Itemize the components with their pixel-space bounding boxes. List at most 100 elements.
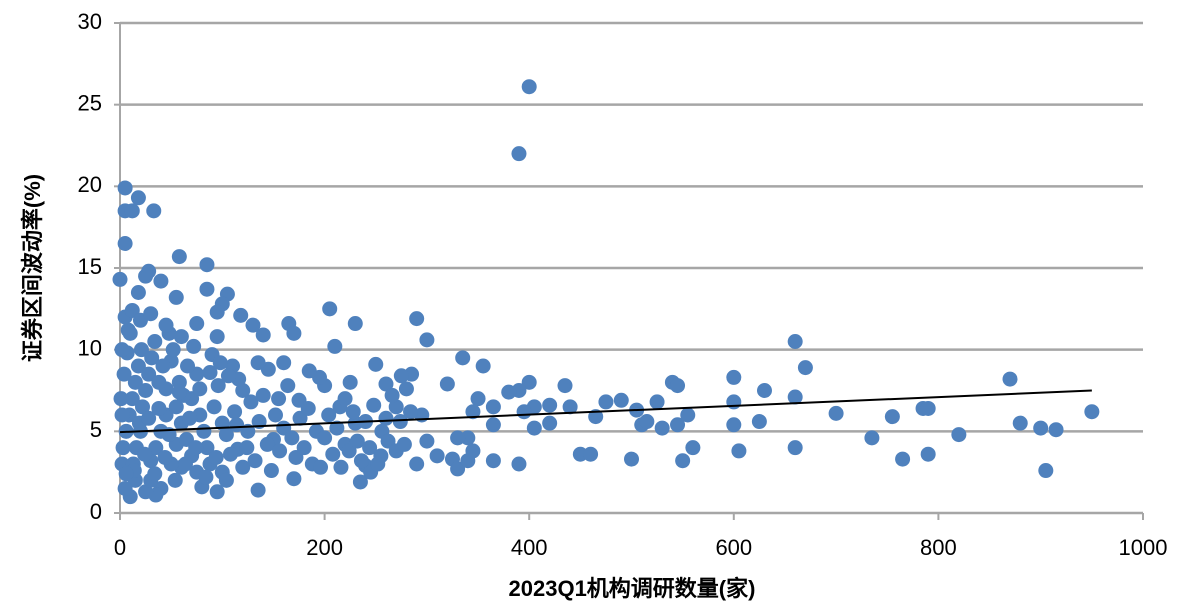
point bbox=[245, 317, 261, 333]
x-tick-label: 600 bbox=[715, 535, 752, 560]
point bbox=[141, 410, 157, 426]
point bbox=[130, 285, 146, 300]
point bbox=[526, 420, 542, 436]
point bbox=[272, 443, 288, 459]
point bbox=[393, 368, 409, 384]
point bbox=[726, 417, 742, 433]
point bbox=[124, 391, 140, 407]
point bbox=[144, 350, 160, 366]
point bbox=[286, 325, 302, 341]
point bbox=[398, 381, 414, 397]
point bbox=[337, 391, 353, 407]
point bbox=[864, 430, 880, 446]
point bbox=[165, 342, 181, 358]
point bbox=[209, 484, 225, 500]
point bbox=[286, 471, 302, 487]
point bbox=[300, 400, 316, 416]
y-tick-label: 0 bbox=[90, 499, 102, 524]
point bbox=[501, 384, 517, 400]
point bbox=[186, 338, 202, 354]
point bbox=[362, 440, 378, 456]
point bbox=[199, 257, 215, 273]
point bbox=[787, 334, 803, 349]
x-tick-label: 400 bbox=[511, 535, 548, 560]
point bbox=[115, 440, 131, 456]
point bbox=[168, 399, 184, 415]
point bbox=[250, 355, 266, 371]
point bbox=[349, 433, 365, 449]
point bbox=[301, 363, 317, 379]
point bbox=[239, 440, 255, 456]
point bbox=[542, 397, 558, 413]
point bbox=[276, 355, 292, 371]
point bbox=[280, 378, 296, 394]
point bbox=[1048, 422, 1064, 438]
point bbox=[271, 391, 287, 407]
point bbox=[235, 383, 251, 398]
point bbox=[542, 415, 558, 431]
point bbox=[1084, 404, 1100, 420]
point bbox=[227, 404, 243, 420]
point bbox=[137, 446, 153, 462]
point bbox=[267, 407, 283, 423]
point bbox=[218, 427, 234, 443]
point bbox=[130, 190, 146, 206]
point bbox=[352, 474, 368, 490]
point bbox=[378, 410, 394, 426]
point bbox=[168, 289, 184, 305]
point bbox=[680, 407, 696, 423]
point bbox=[155, 358, 171, 374]
point bbox=[403, 404, 419, 420]
point bbox=[649, 394, 665, 410]
point bbox=[329, 420, 345, 436]
point bbox=[124, 302, 140, 318]
point bbox=[562, 399, 578, 415]
point bbox=[235, 459, 251, 475]
point bbox=[146, 203, 162, 219]
point bbox=[220, 368, 236, 384]
point bbox=[419, 332, 435, 348]
point bbox=[828, 405, 844, 421]
point bbox=[521, 79, 537, 95]
x-tick-label: 0 bbox=[114, 535, 126, 560]
point bbox=[322, 301, 338, 317]
point bbox=[670, 417, 686, 433]
point bbox=[380, 433, 396, 449]
point bbox=[368, 356, 384, 372]
y-tick-label: 30 bbox=[78, 9, 102, 34]
point bbox=[342, 374, 358, 390]
point bbox=[113, 391, 129, 407]
point bbox=[370, 456, 386, 472]
point bbox=[1033, 420, 1049, 436]
point bbox=[192, 381, 208, 397]
point bbox=[455, 350, 471, 366]
point bbox=[158, 317, 174, 333]
point bbox=[485, 399, 501, 415]
point bbox=[450, 430, 466, 446]
point bbox=[751, 414, 767, 430]
point bbox=[347, 316, 363, 332]
point bbox=[787, 440, 803, 456]
point bbox=[313, 459, 329, 475]
point bbox=[177, 456, 193, 472]
point bbox=[325, 446, 341, 462]
point bbox=[583, 446, 599, 462]
point bbox=[114, 342, 130, 358]
point bbox=[485, 417, 501, 433]
point bbox=[1038, 463, 1054, 479]
point bbox=[148, 440, 164, 456]
point bbox=[511, 456, 527, 472]
x-tick-label: 800 bbox=[920, 535, 957, 560]
point bbox=[112, 271, 128, 287]
point bbox=[250, 482, 266, 498]
point bbox=[895, 451, 911, 467]
point bbox=[147, 466, 163, 482]
point bbox=[218, 472, 234, 488]
point bbox=[153, 273, 169, 289]
point bbox=[292, 410, 308, 426]
point bbox=[222, 446, 238, 462]
point bbox=[685, 440, 701, 456]
point bbox=[255, 387, 271, 403]
point bbox=[212, 355, 228, 371]
point bbox=[613, 392, 629, 408]
